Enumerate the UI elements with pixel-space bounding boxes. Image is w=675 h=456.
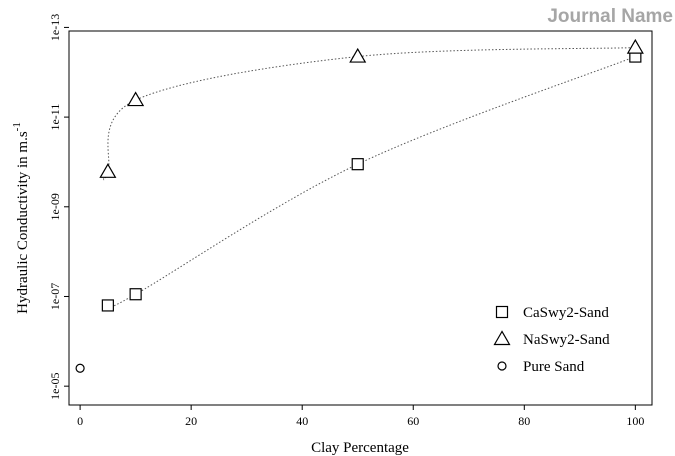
y-tick-label: 1e-05	[48, 373, 62, 400]
legend-marker	[493, 330, 511, 346]
plot-frame	[68, 30, 653, 406]
x-axis-label: Clay Percentage	[311, 440, 409, 456]
legend-marker	[495, 305, 509, 319]
x-tick-label: 100	[626, 414, 644, 428]
data-point	[349, 47, 367, 63]
legend-label: NaSwy2-Sand	[523, 332, 610, 348]
legend-marker	[497, 361, 507, 371]
legend-label: CaSwy2-Sand	[523, 305, 609, 321]
y-axis-label-main: Hydraulic Conductivity in m.s	[15, 131, 31, 314]
x-tick-label: 40	[296, 414, 308, 428]
data-point	[351, 158, 364, 171]
legend: CaSwy2-Sand NaSwy2-Sand Pure Sand	[493, 305, 610, 375]
data-point	[99, 163, 117, 178]
data-point	[101, 299, 114, 312]
legend-label: Pure Sand	[523, 359, 585, 375]
data-point	[127, 91, 145, 107]
journal-name: Journal Name	[547, 6, 673, 27]
fit-curve	[103, 47, 636, 181]
x-tick-label: 0	[77, 414, 83, 428]
data-point	[626, 38, 644, 54]
x-tick-label: 20	[185, 414, 197, 428]
y-tick-label: 1e-09	[48, 193, 62, 220]
data-point	[129, 288, 142, 301]
y-tick-label: 1e-07	[48, 283, 62, 310]
fit-curve	[107, 56, 636, 309]
x-tick-label: 80	[518, 414, 530, 428]
y-tick-label: 1e-13	[48, 14, 62, 41]
x-tick-label: 60	[407, 414, 419, 428]
y-axis-label-superscript: -1	[11, 122, 23, 131]
y-tick-label: 1e-11	[48, 104, 62, 131]
data-point	[75, 363, 85, 373]
y-axis-label: Hydraulic Conductivity in m.s-1	[11, 122, 31, 314]
